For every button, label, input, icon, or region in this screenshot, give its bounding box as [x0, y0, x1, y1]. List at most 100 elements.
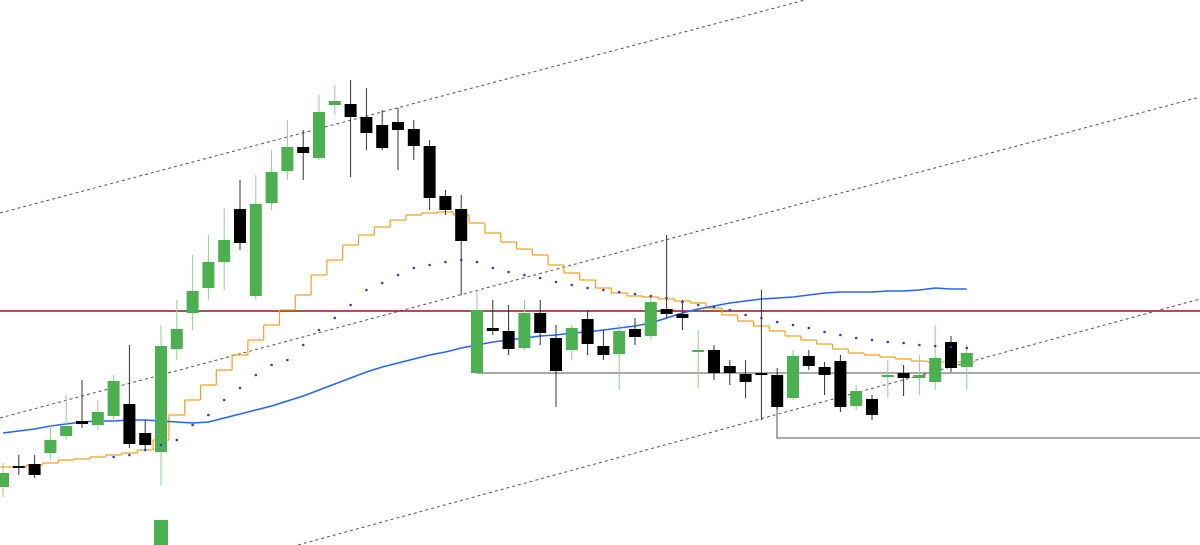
sar-dot — [602, 288, 605, 292]
sar-dot — [791, 323, 795, 327]
lower-bar — [154, 520, 168, 545]
sar-dot — [965, 346, 969, 350]
candle-body — [344, 104, 357, 117]
sar-dot — [823, 330, 826, 334]
candle-body — [518, 313, 531, 348]
candle-body — [692, 350, 705, 352]
candle-body — [866, 399, 878, 415]
sar-dot — [396, 273, 400, 277]
sar-dot — [586, 286, 589, 290]
candle-body — [249, 204, 262, 296]
candle-body — [234, 209, 246, 243]
candle-body — [44, 440, 57, 453]
candle-body — [202, 262, 215, 288]
candle-body — [76, 421, 88, 424]
candle-body — [265, 172, 278, 203]
candle-body — [897, 373, 910, 378]
candle-body — [739, 374, 752, 382]
candle-body — [613, 331, 626, 354]
sar-dot — [112, 455, 115, 459]
candle-body — [392, 122, 404, 130]
sar-dot — [380, 281, 384, 285]
sar-dot — [159, 443, 163, 447]
sar-dot — [428, 263, 431, 267]
candle-body — [407, 129, 420, 146]
sar-dot — [491, 266, 495, 270]
sar-dot — [570, 283, 574, 287]
sar-dot — [902, 341, 905, 345]
candle-body — [486, 328, 499, 331]
sar-dot — [744, 313, 747, 317]
channel-line — [0, 0, 806, 214]
candle-body — [597, 346, 610, 355]
candle-body — [439, 196, 452, 210]
candle-body — [28, 464, 41, 475]
candle-body — [170, 329, 183, 349]
sar-dot — [696, 303, 700, 307]
sar-dot — [459, 258, 463, 262]
sar-dot — [254, 373, 258, 377]
candle-body — [107, 381, 120, 416]
sar-dot — [412, 266, 416, 270]
sar-dot — [870, 338, 874, 342]
candle-body — [913, 375, 926, 378]
sar-dot — [222, 398, 226, 402]
candle-body — [155, 346, 167, 452]
candle-body — [502, 331, 515, 349]
candle-body — [834, 361, 847, 407]
sar-dot — [128, 453, 131, 457]
sar-dot — [207, 413, 210, 417]
candle-body — [644, 302, 657, 336]
sar-dot — [760, 316, 763, 320]
sar-dot — [333, 316, 337, 320]
candle-body — [708, 350, 720, 373]
candle-body — [186, 291, 199, 313]
sar-dot — [317, 328, 321, 332]
candle-body — [629, 329, 641, 337]
sar-dot — [349, 303, 352, 307]
step-line — [0, 211, 975, 468]
sar-dot — [649, 294, 653, 298]
sar-dot — [949, 345, 953, 349]
candle-body — [376, 125, 389, 148]
channel-line — [297, 298, 1200, 545]
candle-body — [565, 328, 578, 350]
candle-body — [91, 412, 104, 425]
sar-dot — [775, 320, 779, 324]
candle-body — [0, 473, 9, 487]
sar-dot — [712, 305, 716, 309]
moving-average — [2, 287, 967, 434]
sar-dot — [933, 344, 937, 348]
sar-dot — [270, 363, 273, 367]
candle-body — [802, 356, 815, 366]
candle-body — [660, 309, 673, 314]
candles — [0, 80, 973, 497]
candle-body — [550, 338, 562, 371]
sar-dot — [301, 343, 305, 347]
candle-body — [850, 391, 863, 406]
sar-dot — [507, 270, 510, 274]
candle-body — [139, 433, 152, 445]
candle-body — [960, 353, 973, 367]
candle-body — [676, 314, 689, 318]
candle-body — [945, 342, 957, 368]
candle-body — [423, 146, 436, 198]
candle-body — [771, 375, 784, 407]
sar-dot — [918, 343, 921, 347]
candle-body — [755, 373, 768, 375]
sar-dot — [728, 308, 732, 312]
candle-body — [60, 426, 73, 436]
sar-dot — [617, 290, 621, 294]
candle-body — [455, 209, 468, 241]
sar-dot — [175, 438, 179, 442]
candle-body — [297, 147, 310, 153]
sar-dot — [365, 288, 368, 292]
sar-dot — [475, 260, 479, 264]
sar-dot — [554, 280, 558, 284]
candle-body — [12, 466, 25, 468]
moving-average-line — [2, 287, 967, 434]
candle-body — [534, 313, 547, 333]
